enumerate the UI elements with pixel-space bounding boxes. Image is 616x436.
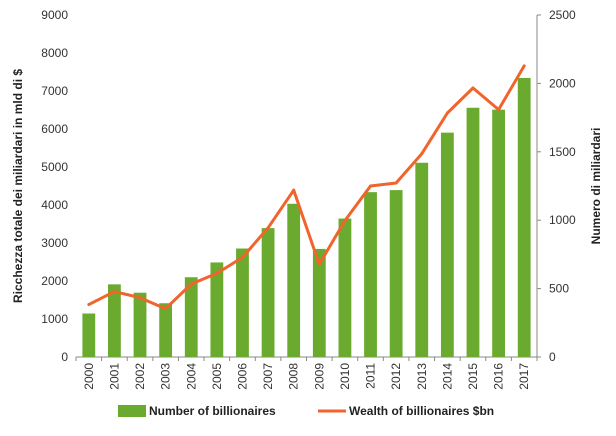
x-tick-label: 2016 — [492, 363, 506, 390]
bar — [210, 262, 224, 357]
line-point — [369, 184, 373, 188]
bar — [492, 109, 505, 357]
bar — [184, 277, 198, 357]
x-tick-label: 2017 — [517, 363, 531, 390]
bar — [466, 107, 480, 357]
legend: Number of billionaires Wealth of billion… — [118, 404, 494, 418]
y-left-tick-label: 9000 — [41, 8, 68, 22]
legend-label-bar: Number of billionaires — [149, 404, 276, 418]
x-tick-label: 2014 — [440, 363, 454, 390]
y-right-tick-label: 0 — [549, 350, 556, 364]
bar — [338, 218, 352, 357]
bar — [108, 284, 121, 357]
legend-label-line: Wealth of billionaires $bn — [349, 404, 494, 418]
y-left-tick-label: 5000 — [41, 160, 68, 174]
bar — [415, 162, 429, 357]
x-tick-label: 2008 — [287, 363, 301, 390]
x-tick-label: 2015 — [466, 363, 480, 390]
x-tick-label: 2009 — [312, 363, 326, 390]
y-right-tick-label: 1500 — [549, 145, 576, 159]
line-point — [420, 152, 424, 156]
bar — [133, 292, 147, 357]
x-ticks: 2000 2001 2002 2003 2004 2005 2006 2007 2008 2009… — [75, 357, 538, 390]
bar — [440, 132, 454, 357]
y-right-tick-label: 500 — [549, 282, 569, 296]
x-tick-label: 2000 — [82, 363, 96, 390]
x-tick-label: 2003 — [159, 363, 173, 390]
line-point — [471, 86, 475, 90]
x-tick-label: 2005 — [210, 363, 224, 390]
y-left-tick-label: 4000 — [41, 198, 68, 212]
legend-swatch-bar — [118, 405, 146, 417]
line-point — [87, 303, 91, 307]
y-right-axis-title: Numero di miliardari — [589, 128, 603, 245]
line-point — [266, 226, 270, 230]
y-right-ticks: 0 500 1000 1500 2000 2500 — [537, 8, 576, 364]
line-point — [292, 188, 296, 192]
line-point — [394, 181, 398, 185]
line-point — [164, 307, 168, 311]
line-point — [497, 108, 501, 112]
y-left-tick-label: 1000 — [41, 312, 68, 326]
bar — [389, 190, 403, 357]
bar — [287, 203, 301, 357]
line-point — [317, 262, 321, 266]
line-point — [445, 111, 449, 115]
bar — [364, 192, 377, 357]
line-point — [522, 64, 526, 68]
x-tick-label: 2010 — [338, 363, 352, 390]
x-tick-label: 2012 — [389, 363, 403, 390]
y-left-tick-label: 0 — [61, 350, 68, 364]
bars — [82, 77, 531, 357]
y-right-tick-label: 2500 — [549, 8, 576, 22]
line-layer — [87, 64, 526, 311]
y-right-tick-label: 2000 — [549, 76, 576, 90]
x-tick-label: 2002 — [133, 363, 147, 390]
line-point — [240, 255, 244, 259]
x-tick-label: 2011 — [364, 363, 378, 389]
y-left-tick-label: 2000 — [41, 274, 68, 288]
bar — [312, 248, 326, 357]
line-point — [112, 290, 116, 294]
x-tick-label: 2004 — [184, 363, 198, 390]
line-point — [215, 271, 219, 275]
bar — [517, 77, 531, 357]
x-tick-label: 2013 — [415, 363, 429, 390]
y-left-tick-label: 7000 — [41, 84, 68, 98]
line-point — [343, 219, 347, 223]
y-left-tick-label: 6000 — [41, 122, 68, 136]
bar — [82, 313, 96, 357]
x-tick-label: 2007 — [261, 363, 275, 390]
bar — [261, 228, 275, 357]
bar — [159, 303, 173, 357]
y-right-tick-label: 1000 — [549, 213, 576, 227]
y-left-ticks: 0 1000 2000 3000 4000 5000 6000 7000 8000 9000 — [41, 8, 68, 364]
y-left-tick-label: 3000 — [41, 236, 68, 250]
wealth-line — [88, 65, 526, 311]
bar — [236, 248, 249, 357]
x-tick-label: 2001 — [107, 363, 121, 390]
y-left-tick-label: 8000 — [41, 46, 68, 60]
y-left-axis-title: Ricchezza totale dei miliardari in mld d… — [11, 69, 25, 303]
x-tick-label: 2006 — [236, 363, 250, 390]
line-point — [189, 282, 193, 286]
line-point — [138, 296, 142, 300]
